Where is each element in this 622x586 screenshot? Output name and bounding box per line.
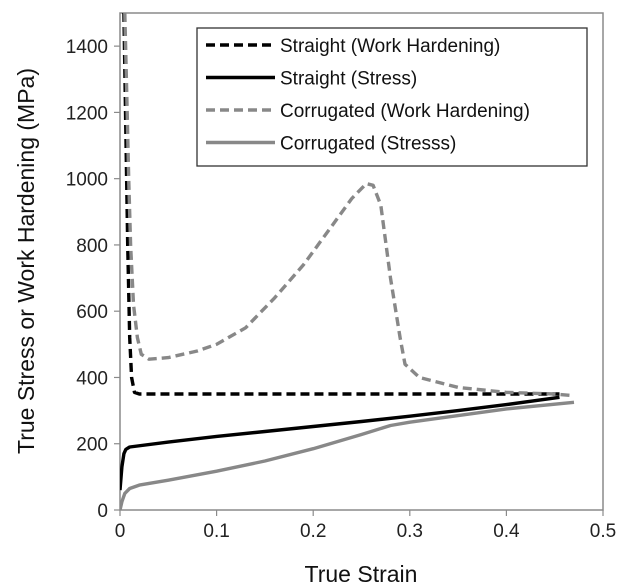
- y-tick-label: 200: [76, 435, 108, 456]
- x-tick-label: 0: [115, 521, 126, 542]
- series-line-1: [122, 13, 560, 396]
- x-axis-label: True Strain: [305, 561, 418, 586]
- y-tick-label: 1200: [66, 103, 108, 124]
- x-tick-label: 0.3: [397, 521, 423, 542]
- ticks-layer: 0 0.1 0.2 0.3 0.4 0.5 0 200 400 600 800 1000 1200 140…: [66, 37, 616, 542]
- series-line-2: [120, 395, 560, 491]
- series-layer: [120, 13, 575, 510]
- legend-label-4: Corrugated (Stresss): [280, 134, 456, 155]
- series-line-4: [120, 400, 575, 510]
- y-tick-label: 800: [76, 236, 108, 257]
- series-line-3: [123, 13, 575, 398]
- legend-label-3: Corrugated (Work Hardening): [280, 101, 530, 122]
- y-tick-label: 0: [97, 501, 108, 522]
- x-tick-label: 0.5: [590, 521, 616, 542]
- legend-items: Straight (Work Hardening) Straight (Stres…: [206, 36, 530, 155]
- legend: Straight (Work Hardening) Straight (Stres…: [196, 27, 588, 167]
- y-tick-label: 600: [76, 302, 108, 323]
- y-tick-label: 1000: [66, 170, 108, 191]
- x-tick-label: 0.4: [493, 521, 520, 542]
- legend-label-2: Straight (Stress): [280, 69, 417, 90]
- x-tick-label: 0.2: [300, 521, 326, 542]
- x-tick-label: 0.1: [203, 521, 229, 542]
- y-tick-label: 400: [76, 368, 108, 389]
- y-tick-label: 1400: [66, 37, 108, 58]
- y-axis-label: True Stress or Work Hardening (MPa): [13, 68, 39, 454]
- legend-label-1: Straight (Work Hardening): [280, 36, 500, 57]
